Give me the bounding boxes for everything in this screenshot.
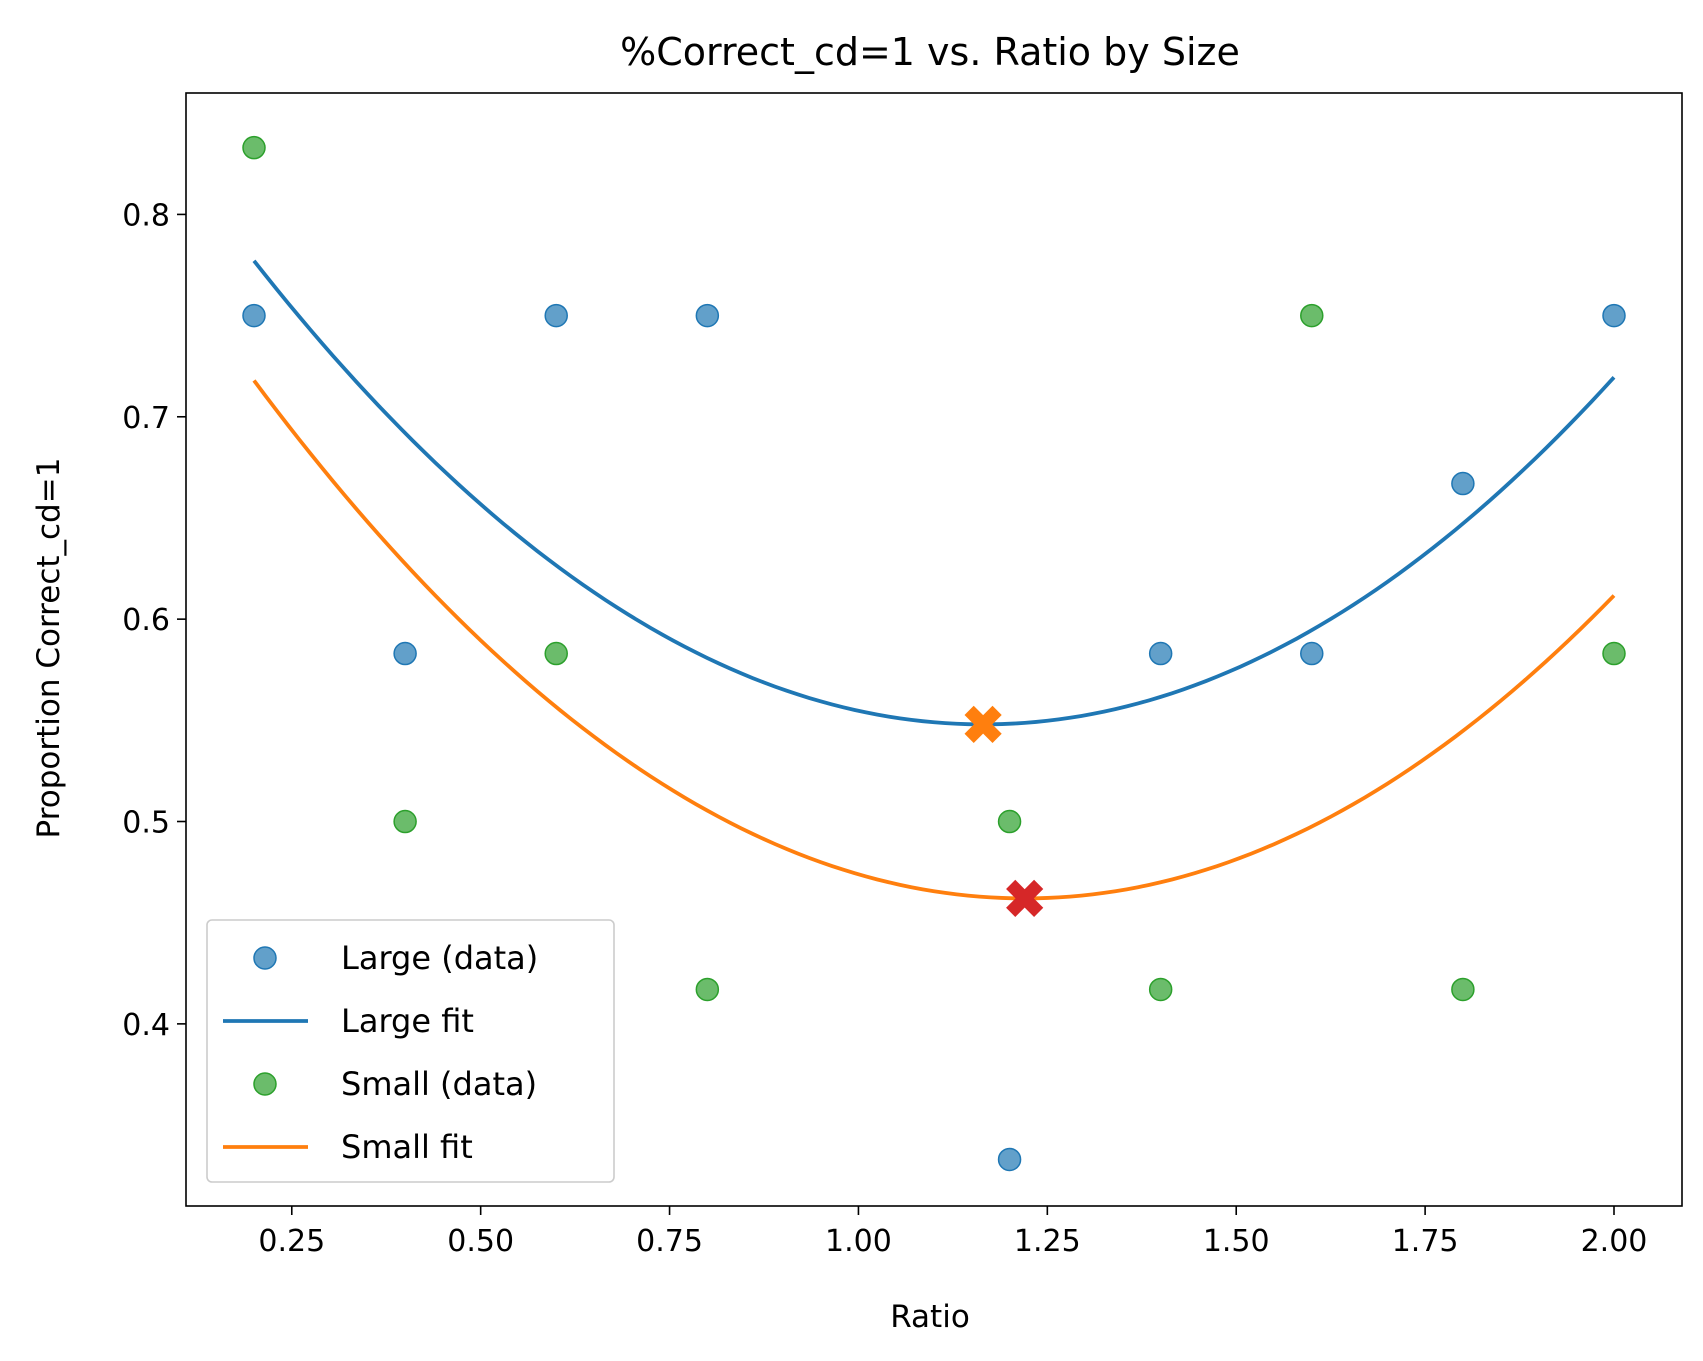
legend: Large (data) Large fit Small (data) Small f… <box>206 919 615 1183</box>
data-points <box>242 135 1626 1172</box>
data-point <box>1602 641 1626 666</box>
minimum-markers <box>964 705 1044 918</box>
x-tick-label: 0.25 <box>258 1224 325 1259</box>
x-tick-label: 1.50 <box>1203 1224 1270 1259</box>
plot-area <box>242 135 1626 1172</box>
data-point <box>393 641 417 666</box>
data-point <box>1451 471 1475 496</box>
data-point <box>242 303 266 328</box>
legend-box <box>206 919 615 1183</box>
x-tick-label: 1.00 <box>825 1224 892 1259</box>
data-point <box>393 809 417 834</box>
y-tick-label: 0.4 <box>122 1008 170 1043</box>
legend-label: Large (data) <box>341 939 538 977</box>
fit-lines <box>252 259 1616 901</box>
data-point <box>1451 977 1475 1002</box>
legend-label: Small (data) <box>341 1065 537 1103</box>
data-point <box>544 303 568 328</box>
legend-label: Small fit <box>341 1128 473 1166</box>
legend-label: Large fit <box>341 1002 474 1040</box>
fit-line <box>252 379 1616 901</box>
data-point <box>1148 641 1173 666</box>
x-axis-label: Ratio <box>890 1299 970 1335</box>
data-point <box>1602 303 1626 328</box>
minimum-marker <box>964 705 1002 743</box>
x-tick-label: 0.50 <box>447 1224 514 1259</box>
x-tick-label: 2.00 <box>1581 1224 1648 1259</box>
y-axis-ticks: 0.4 0.5 0.6 0.7 0.8 <box>122 198 186 1043</box>
data-point <box>544 641 568 666</box>
data-point <box>997 809 1022 834</box>
data-point <box>997 1147 1022 1172</box>
y-tick-label: 0.6 <box>122 603 170 638</box>
fit-line <box>252 259 1616 727</box>
data-point <box>242 135 266 160</box>
data-point <box>695 977 720 1002</box>
x-tick-label: 1.75 <box>1392 1224 1459 1259</box>
legend-marker <box>253 946 277 970</box>
y-tick-label: 0.5 <box>122 806 170 841</box>
data-point <box>1148 977 1173 1002</box>
chart-title: %Correct_cd=1 vs. Ratio by Size <box>620 30 1240 74</box>
x-tick-label: 0.75 <box>636 1224 703 1259</box>
plot-frame <box>185 92 1683 1207</box>
legend-marker <box>253 1072 277 1096</box>
data-point <box>695 303 720 328</box>
data-point <box>1300 641 1324 666</box>
y-tick-label: 0.7 <box>122 401 170 436</box>
data-point <box>1300 303 1324 328</box>
x-tick-label: 1.25 <box>1014 1224 1081 1259</box>
x-axis-ticks: 0.25 0.50 0.75 1.00 1.25 1.50 1.75 2.00 <box>258 1206 1647 1259</box>
minimum-marker <box>1006 879 1044 918</box>
y-axis-label: Proportion Correct_cd=1 <box>31 458 67 839</box>
y-tick-label: 0.8 <box>122 198 170 233</box>
